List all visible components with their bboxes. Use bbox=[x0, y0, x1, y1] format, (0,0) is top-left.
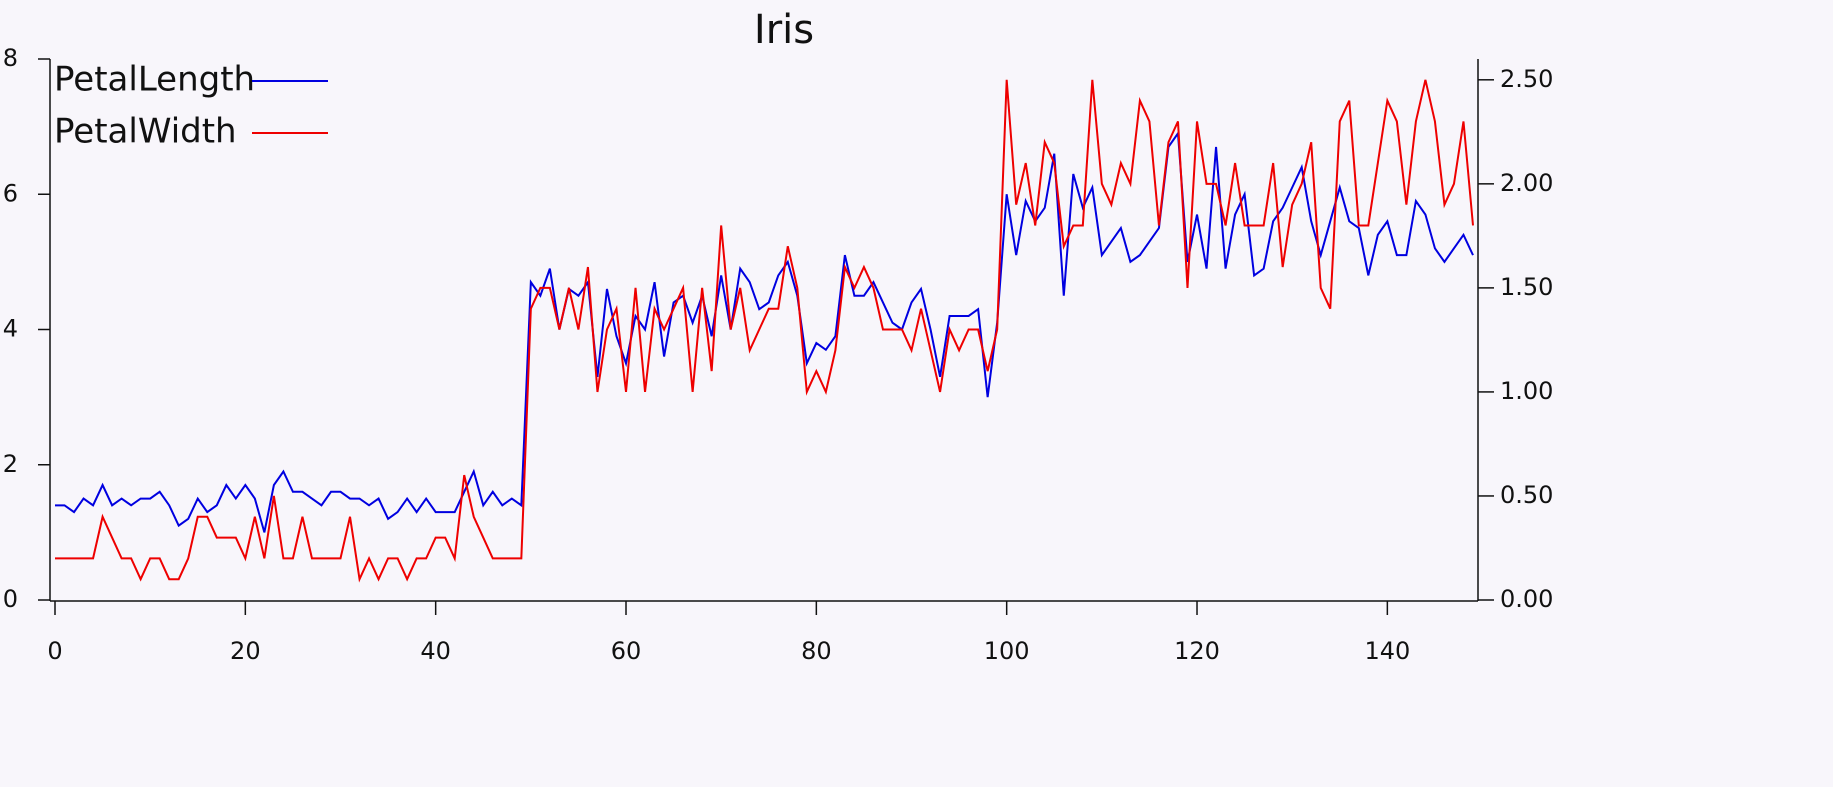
x-tick-label: 40 bbox=[420, 637, 451, 665]
series-line bbox=[55, 79, 1474, 583]
legend-label: PetalWidth bbox=[54, 112, 237, 152]
y2-tick-label: 0.50 bbox=[1500, 481, 1553, 509]
x-tick-label: 0 bbox=[47, 637, 62, 665]
x-tick-label: 20 bbox=[230, 637, 261, 665]
chart-title: Iris bbox=[754, 7, 814, 53]
x-tick-label: 120 bbox=[1174, 637, 1220, 665]
x-tick-label: 100 bbox=[984, 637, 1030, 665]
y-tick-label: 2 bbox=[3, 450, 18, 478]
y2-tick-label: 2.00 bbox=[1500, 169, 1553, 197]
y2-tick-label: 1.00 bbox=[1500, 377, 1553, 405]
x-tick-label: 140 bbox=[1364, 637, 1410, 665]
y2-tick-label: 2.50 bbox=[1500, 65, 1553, 93]
y2-tick-label: 1.50 bbox=[1500, 273, 1553, 301]
y-tick-label: 0 bbox=[3, 585, 18, 613]
y-tick-label: 6 bbox=[3, 179, 18, 207]
series-line bbox=[55, 130, 1474, 533]
x-tick-label: 80 bbox=[801, 637, 832, 665]
y-tick-label: 4 bbox=[3, 315, 18, 343]
legend-label: PetalLength bbox=[54, 60, 255, 100]
y2-tick-label: 0.00 bbox=[1500, 585, 1553, 613]
y-tick-label: 8 bbox=[3, 44, 18, 72]
x-tick-label: 60 bbox=[611, 637, 642, 665]
